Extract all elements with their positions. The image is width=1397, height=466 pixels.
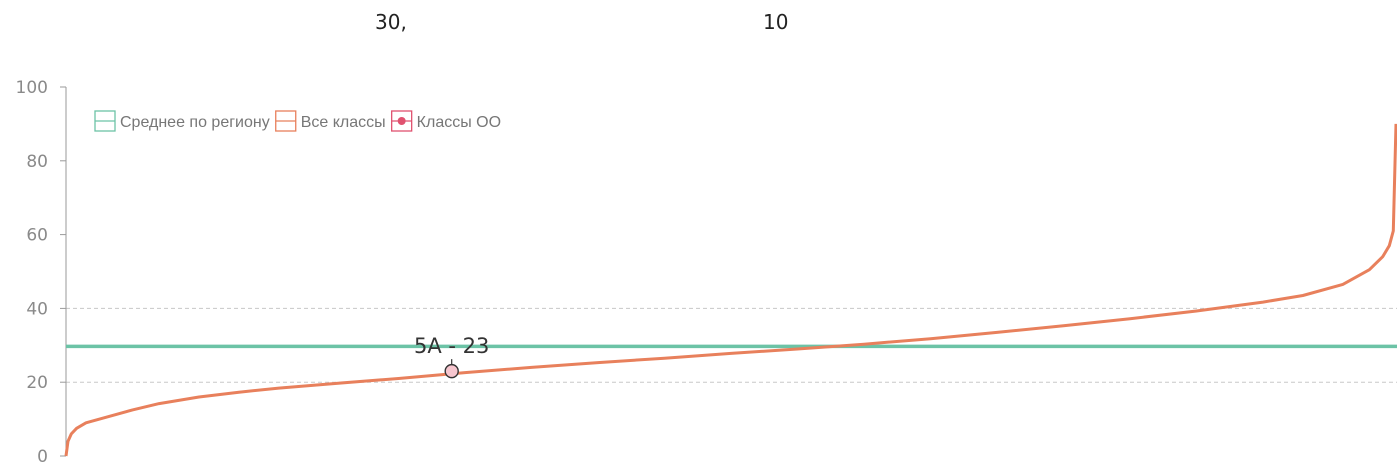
class-point-label: 5А - 23 <box>414 334 489 358</box>
legend-label-0: Среднее по региону <box>120 114 270 131</box>
y-tick-label-60: 60 <box>26 226 48 246</box>
legend-label-1: Все классы <box>301 114 386 131</box>
y-tick-label-0: 0 <box>37 447 48 466</box>
all-classes-line <box>64 123 1397 457</box>
header-right-text: 10 <box>763 10 789 34</box>
legend-item-1: Все классы <box>275 110 386 132</box>
header-left-text: 30, <box>375 10 407 34</box>
class-point <box>444 363 459 379</box>
legend-swatch-dot-2 <box>397 117 406 125</box>
legend-label-2: Классы ОО <box>417 114 501 131</box>
legend: Среднее по региону Все классы Классы ОО <box>94 110 501 132</box>
legend-item-0: Среднее по региону <box>94 110 270 132</box>
y-tick-label-100: 100 <box>16 78 48 98</box>
y-tick-label-20: 20 <box>26 373 48 393</box>
y-tick-label-40: 40 <box>26 299 48 319</box>
grid-lines <box>66 307 1397 383</box>
series-layer: 5А - 23 <box>64 123 1397 457</box>
legend-item-2: Классы ОО <box>391 110 501 132</box>
y-tick-label-80: 80 <box>26 152 48 172</box>
y-axis: 0 20 40 60 80 100 <box>16 78 67 466</box>
